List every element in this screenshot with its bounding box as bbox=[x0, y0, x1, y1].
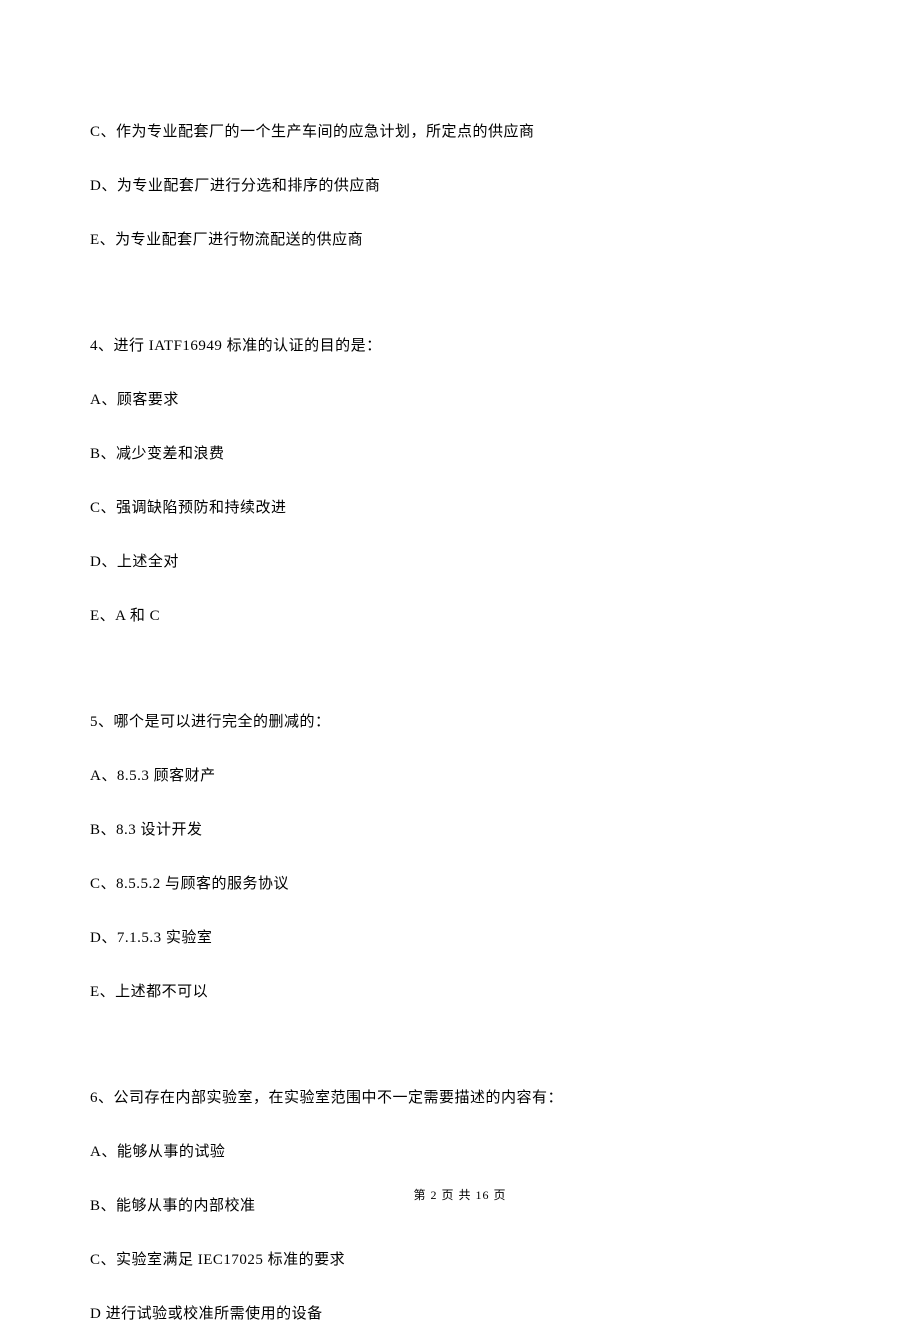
section-spacer bbox=[90, 282, 830, 334]
q4-option-c: C、强调缺陷预防和持续改进 bbox=[90, 496, 830, 517]
section-spacer bbox=[90, 1034, 830, 1086]
q3-option-e: E、为专业配套厂进行物流配送的供应商 bbox=[90, 228, 830, 249]
q4-option-b: B、减少变差和浪费 bbox=[90, 442, 830, 463]
q5-option-b: B、8.3 设计开发 bbox=[90, 818, 830, 839]
q6-option-c: C、实验室满足 IEC17025 标准的要求 bbox=[90, 1248, 830, 1269]
q5-question: 5、哪个是可以进行完全的删减的： bbox=[90, 710, 830, 731]
q5-option-a: A、8.5.3 顾客财产 bbox=[90, 764, 830, 785]
q5-option-d: D、7.1.5.3 实验室 bbox=[90, 926, 830, 947]
q4-question: 4、进行 IATF16949 标准的认证的目的是： bbox=[90, 334, 830, 355]
q6-option-d: D 进行试验或校准所需使用的设备 bbox=[90, 1302, 830, 1323]
q6-option-a: A、能够从事的试验 bbox=[90, 1140, 830, 1161]
document-page: C、作为专业配套厂的一个生产车间的应急计划，所定点的供应商 D、为专业配套厂进行… bbox=[0, 0, 920, 1302]
q4-option-a: A、顾客要求 bbox=[90, 388, 830, 409]
section-spacer bbox=[90, 658, 830, 710]
page-footer: 第 2 页 共 16 页 bbox=[0, 1186, 920, 1203]
q3-option-d: D、为专业配套厂进行分选和排序的供应商 bbox=[90, 174, 830, 195]
q3-option-c: C、作为专业配套厂的一个生产车间的应急计划，所定点的供应商 bbox=[90, 120, 830, 141]
q5-option-e: E、上述都不可以 bbox=[90, 980, 830, 1001]
q4-option-d: D、上述全对 bbox=[90, 550, 830, 571]
q4-option-e: E、A 和 C bbox=[90, 604, 830, 625]
q5-option-c: C、8.5.5.2 与顾客的服务协议 bbox=[90, 872, 830, 893]
q6-question: 6、公司存在内部实验室，在实验室范围中不一定需要描述的内容有： bbox=[90, 1086, 830, 1107]
